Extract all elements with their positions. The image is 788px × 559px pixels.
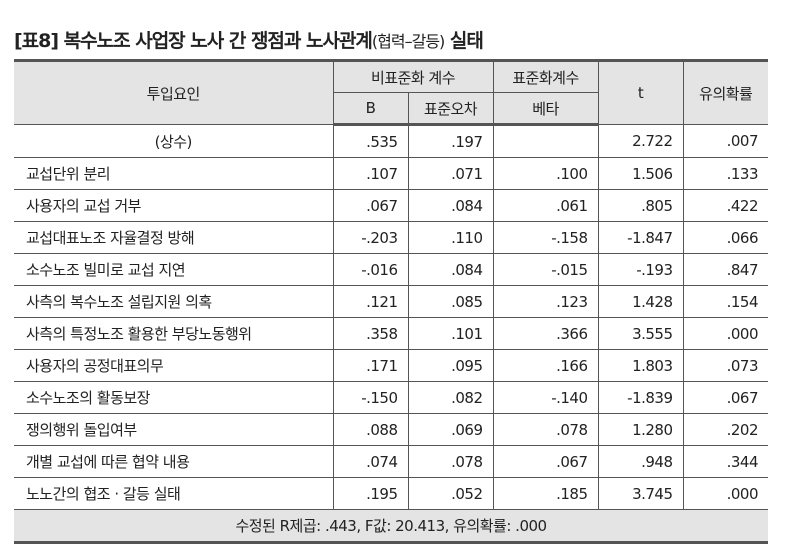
cell-beta: .061 xyxy=(492,189,599,222)
cell-label: 소수노조 빌미로 교섭 지연 xyxy=(14,253,334,286)
cell-b: .195 xyxy=(332,477,409,510)
cell-label: (상수) xyxy=(14,124,334,158)
cell-b: .088 xyxy=(332,413,409,446)
table-row: 사측의 복수노조 설립지원 의혹 .121.085.123 1.428.154 xyxy=(14,285,769,318)
table-row: 교섭대표노조 자율결정 방해 -.203.110 -.158 -1.847.066 xyxy=(14,221,769,254)
cell-sig: .067 xyxy=(682,381,769,414)
regression-table: 투입요인 비표준화 계수 표준화계수 t 유의확률 B 표준오차 베타 (상수)… xyxy=(14,59,769,544)
cell-se: .197 xyxy=(407,124,494,158)
header-standardized: 표준화계수 xyxy=(492,59,599,93)
cell-sig: .000 xyxy=(682,317,769,350)
cell-beta: .185 xyxy=(492,477,599,510)
cell-b: -.203 xyxy=(332,221,409,254)
cell-sig: .154 xyxy=(682,285,769,318)
cell-t: 1.428 xyxy=(597,285,684,318)
cell-sig: .344 xyxy=(682,445,769,478)
table-row: 쟁의행위 돌입여부 .088.069.078 1.280.202 xyxy=(14,413,769,446)
cell-label: 사용자의 공정대표의무 xyxy=(14,349,334,382)
cell-label: 사측의 복수노조 설립지원 의혹 xyxy=(14,285,334,318)
cell-sig: .847 xyxy=(682,253,769,286)
header-std-error: 표준오차 xyxy=(407,92,494,126)
cell-beta: .166 xyxy=(492,349,599,382)
cell-se: .069 xyxy=(407,413,494,446)
cell-beta: -.015 xyxy=(492,253,599,286)
table-title: [표8] 복수노조 사업장 노사 간 쟁점과 노사관계(협력–갈등) 실태 xyxy=(14,26,484,53)
cell-label: 사용자의 교섭 거부 xyxy=(14,189,334,222)
title-main: [표8] 복수노조 사업장 노사 간 쟁점과 노사관계 xyxy=(14,30,373,52)
cell-t: .805 xyxy=(597,189,684,222)
table-row: 교섭단위 분리 .107.071.100 1.506.133 xyxy=(14,157,769,190)
footer-row: 수정된 R제곱: .443, F값: 20.413, 유의확률: .000 xyxy=(14,509,769,544)
cell-label: 교섭대표노조 자율결정 방해 xyxy=(14,221,334,254)
header-b: B xyxy=(333,92,409,126)
cell-beta: -.158 xyxy=(492,221,599,254)
cell-label: 소수노조의 활동보장 xyxy=(14,381,334,414)
model-summary: 수정된 R제곱: .443, F값: 20.413, 유의확률: .000 xyxy=(14,509,769,544)
cell-label: 개별 교섭에 따른 협약 내용 xyxy=(14,445,334,478)
cell-se: .085 xyxy=(407,285,494,318)
table-row: 사용자의 교섭 거부 .067.084.061.805.422 xyxy=(14,189,769,222)
cell-se: .095 xyxy=(407,349,494,382)
cell-se: .071 xyxy=(407,157,494,190)
cell-se: .078 xyxy=(407,445,494,478)
cell-t: 3.555 xyxy=(597,317,684,350)
table-row: 노노간의 협조 · 갈등 실태 .195.052.185 3.745.000 xyxy=(14,477,769,510)
cell-se: .110 xyxy=(407,221,494,254)
cell-beta: .366 xyxy=(492,317,599,350)
cell-b: .107 xyxy=(332,157,409,190)
cell-b: -.150 xyxy=(332,381,409,414)
cell-beta: -.140 xyxy=(492,381,599,414)
table-row: 사측의 특정노조 활용한 부당노동행위 .358.101.366 3.555.000 xyxy=(14,317,769,350)
title-suffix: 실태 xyxy=(444,30,484,52)
cell-t: 1.506 xyxy=(597,157,684,190)
cell-se: .084 xyxy=(407,189,494,222)
cell-sig: .000 xyxy=(682,477,769,510)
cell-t: -1.847 xyxy=(597,221,684,254)
cell-b: .074 xyxy=(332,445,409,478)
header-factor: 투입요인 xyxy=(14,59,334,125)
cell-beta: .067 xyxy=(492,445,599,478)
cell-t: -.193 xyxy=(597,253,684,286)
cell-beta: .078 xyxy=(492,413,599,446)
cell-beta: .123 xyxy=(492,285,599,318)
table-row: 소수노조의 활동보장 -.150.082 -.140 -1.839.067 xyxy=(14,381,769,414)
cell-t: -1.839 xyxy=(597,381,684,414)
cell-t: 1.803 xyxy=(597,349,684,382)
cell-sig: .007 xyxy=(682,124,769,158)
cell-se: .052 xyxy=(407,477,494,510)
cell-se: .101 xyxy=(407,317,494,350)
header-t: t xyxy=(597,59,684,125)
cell-beta: .100 xyxy=(492,157,599,190)
table-row: 사용자의 공정대표의무 .171.095.166 1.803.073 xyxy=(14,349,769,382)
cell-b: .121 xyxy=(332,285,409,318)
cell-label: 노노간의 협조 · 갈등 실태 xyxy=(14,477,334,510)
cell-sig: .066 xyxy=(682,221,769,254)
cell-se: .084 xyxy=(407,253,494,286)
cell-b: .535 xyxy=(332,124,409,158)
header-unstandardized: 비표준화 계수 xyxy=(332,59,494,93)
cell-sig: .073 xyxy=(682,349,769,382)
cell-b: -.016 xyxy=(332,253,409,286)
cell-t: 1.280 xyxy=(597,413,684,446)
cell-label: 쟁의행위 돌입여부 xyxy=(14,413,334,446)
cell-t: .948 xyxy=(597,445,684,478)
cell-b: .067 xyxy=(332,189,409,222)
cell-b: .358 xyxy=(332,317,409,350)
cell-sig: .202 xyxy=(682,413,769,446)
cell-t: 2.722 xyxy=(597,124,684,158)
cell-se: .082 xyxy=(407,381,494,414)
title-paren: (협력–갈등) xyxy=(371,32,445,51)
header-significance: 유의확률 xyxy=(682,59,769,125)
cell-beta xyxy=(492,124,599,158)
cell-sig: .422 xyxy=(682,189,769,222)
table-row: (상수) .535.197 2.722.007 xyxy=(14,124,769,158)
header-beta: 베타 xyxy=(492,92,599,126)
cell-label: 사측의 특정노조 활용한 부당노동행위 xyxy=(14,317,334,350)
table-row: 개별 교섭에 따른 협약 내용 .074.078.067.948.344 xyxy=(14,445,769,478)
cell-t: 3.745 xyxy=(597,477,684,510)
table-row: 소수노조 빌미로 교섭 지연 -.016.084 -.015 -.193.847 xyxy=(14,253,769,286)
cell-label: 교섭단위 분리 xyxy=(14,157,334,190)
cell-b: .171 xyxy=(332,349,409,382)
cell-sig: .133 xyxy=(682,157,769,190)
